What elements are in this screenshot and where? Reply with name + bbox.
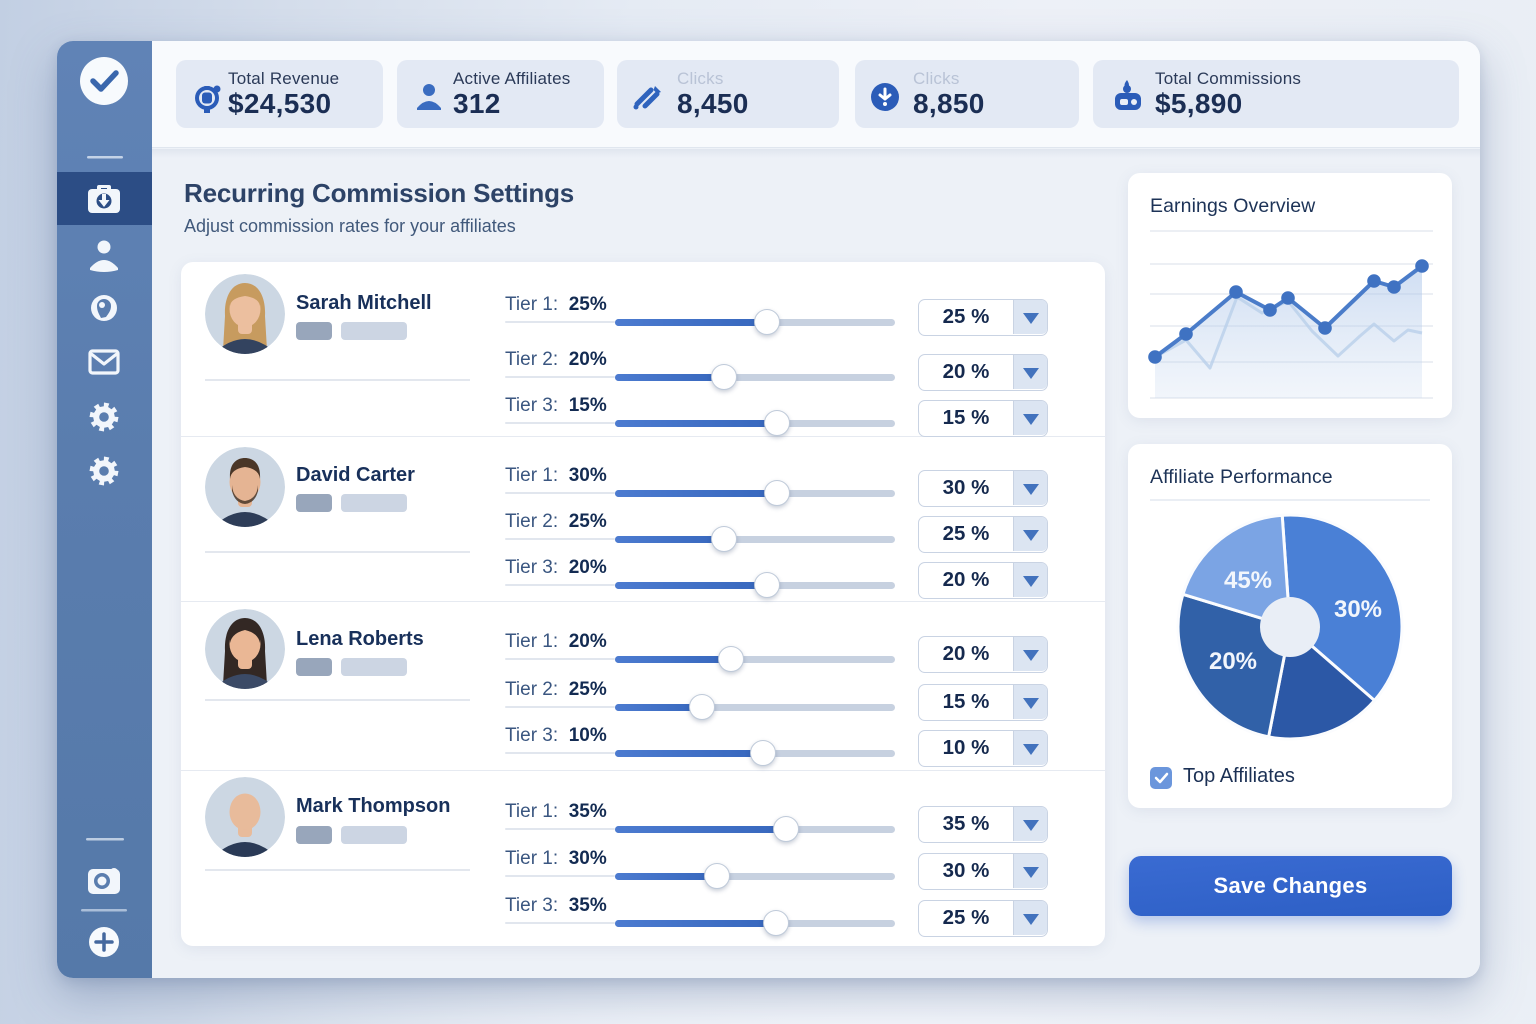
svg-text:45%: 45% bbox=[1224, 567, 1272, 594]
svg-text:30%: 30% bbox=[1334, 596, 1382, 623]
svg-text:20%: 20% bbox=[1209, 648, 1257, 675]
